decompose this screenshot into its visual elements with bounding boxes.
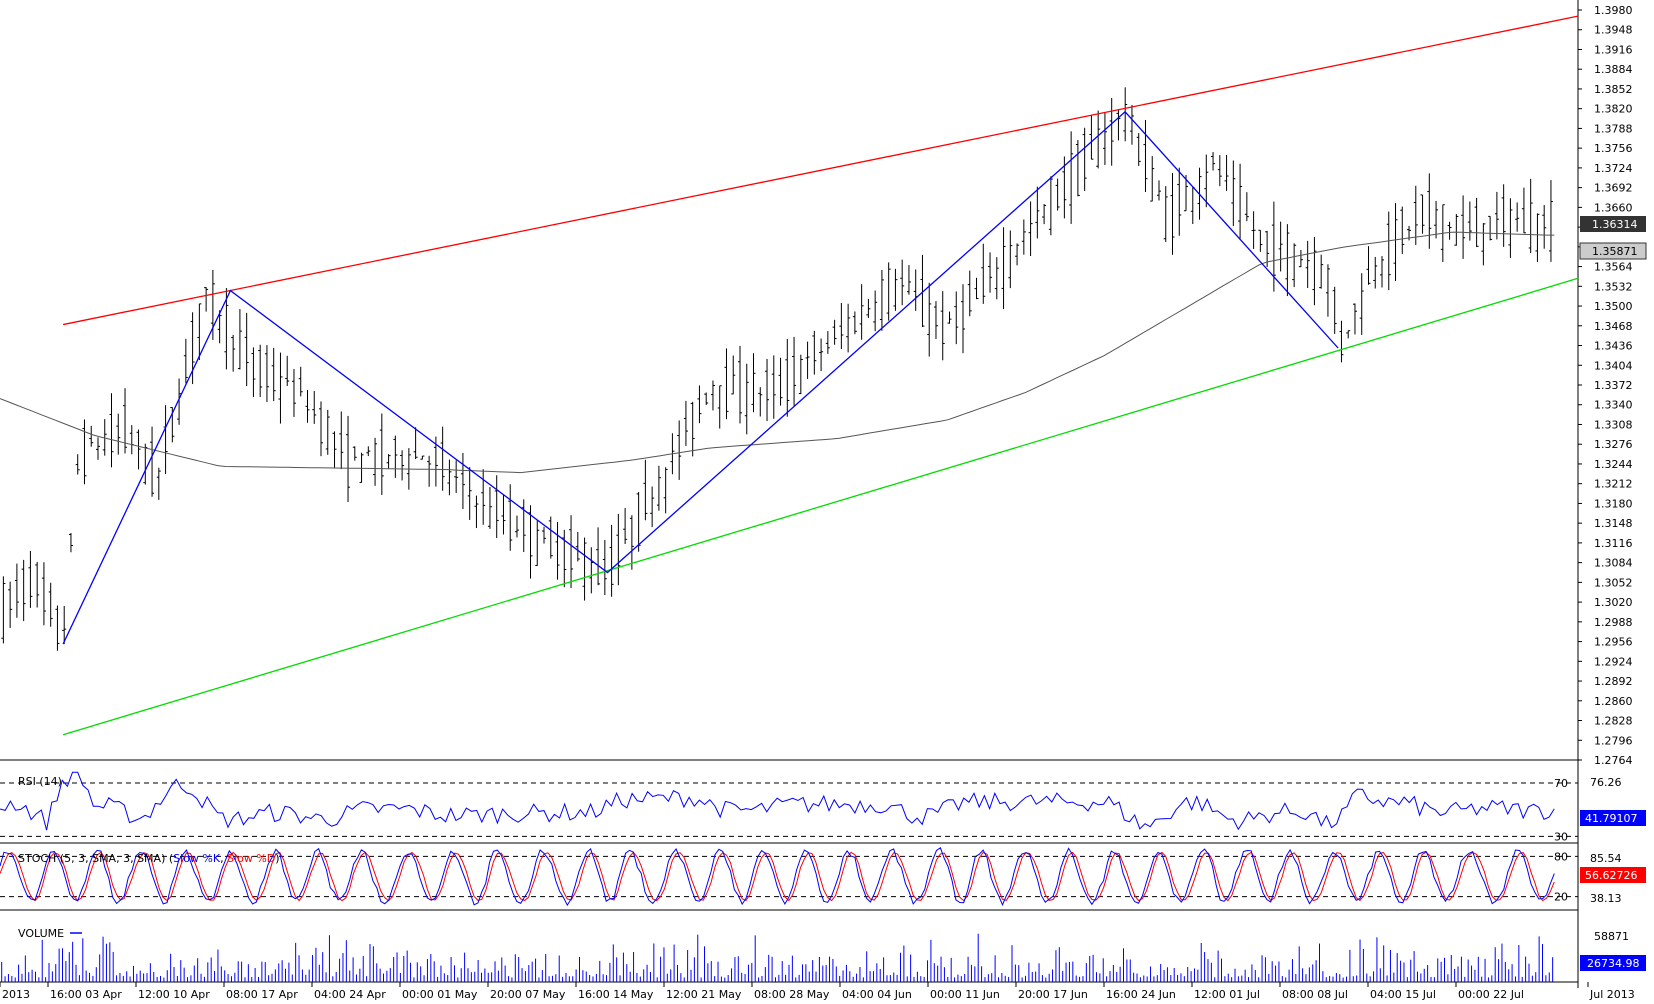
resistance-trendline: [62, 15, 1579, 326]
time-tick-label: 00:00 01 May: [402, 988, 478, 1001]
price-tick-label: 1.3884: [1594, 63, 1633, 76]
price-tick-label: 1.3436: [1594, 340, 1633, 353]
price-tick-label: 1.3500: [1594, 300, 1633, 313]
second-price-value: 1.35871: [1592, 245, 1638, 258]
volume-bars: [1, 933, 1554, 982]
price-tick-label: 1.2828: [1594, 715, 1633, 728]
price-tick-label: 1.3180: [1594, 497, 1633, 510]
time-axis: 2013 16:00 03 Apr 12:00 10 Apr 08:00 17 Apr…: [0, 982, 1635, 1001]
last-price-tag: 1.36314: [1580, 216, 1646, 232]
price-tick-label: 1.2892: [1594, 675, 1633, 688]
time-tick-label: 16:00 14 May: [578, 988, 654, 1001]
rsi-y-tick: 76.26: [1590, 776, 1622, 789]
price-tick-label: 1.2956: [1594, 636, 1633, 649]
chart-frame: [0, 0, 1579, 988]
second-price-tag: 1.35871: [1579, 242, 1647, 260]
price-tick-label: 1.3276: [1594, 438, 1633, 451]
price-tick-label: 1.2764: [1594, 754, 1633, 767]
price-tick-label: 1.3308: [1594, 418, 1633, 431]
last-price-value: 1.36314: [1592, 218, 1638, 231]
time-tick-label: 04:00 15 Jul: [1370, 988, 1436, 1001]
time-tick-label: 12:00 01 Jul: [1194, 988, 1260, 1001]
rsi-line: [0, 771, 1555, 831]
time-tick-label: 08:00 17 Apr: [226, 988, 298, 1001]
price-tick-label: 1.3532: [1594, 280, 1633, 293]
price-tick-label: 1.2796: [1594, 734, 1633, 747]
time-tick-label: 12:00 10 Apr: [138, 988, 210, 1001]
level-label: 30: [1554, 830, 1568, 843]
stoch-pane: 80 20 STOCH (5, 3, SMA, 3, SMA) (Slow %K,…: [0, 847, 1646, 907]
level-label: 20: [1554, 891, 1568, 904]
rsi-levels: 70 30: [0, 777, 1578, 843]
price-tick-label: 1.3052: [1594, 576, 1633, 589]
volume-pane: VOLUME 58871 26734.98: [1, 927, 1646, 982]
stoch-title: STOCH (5, 3, SMA, 3, SMA) (Slow %K, Slow…: [18, 852, 280, 865]
time-tick-label: Jul 2013: [1589, 988, 1635, 1001]
rsi-title: RSI (14): [18, 775, 62, 788]
price-tick-label: 1.3084: [1594, 557, 1633, 570]
time-tick-label: 04:00 24 Apr: [314, 988, 386, 1001]
moving-average-line: [0, 231, 1555, 474]
price-tick-label: 1.3980: [1594, 4, 1633, 17]
price-tick-label: 1.3852: [1594, 83, 1633, 96]
price-tick-label: 1.3372: [1594, 379, 1633, 392]
time-tick-label: 2013: [2, 988, 30, 1001]
price-tick-label: 1.3692: [1594, 182, 1633, 195]
price-tick-label: 1.3948: [1594, 24, 1633, 37]
time-tick-label: 04:00 04 Jun: [842, 988, 912, 1001]
price-tick-label: 1.3468: [1594, 320, 1633, 333]
price-candles: [1, 87, 1553, 651]
price-tick-label: 1.2988: [1594, 616, 1633, 629]
time-tick-label: 08:00 08 Jul: [1282, 988, 1348, 1001]
price-tick-label: 1.3788: [1594, 122, 1633, 135]
time-tick-label: 12:00 21 May: [666, 988, 742, 1001]
price-tick-label: 1.3116: [1594, 537, 1633, 550]
price-axis: 1.3980 1.3948 1.3916 1.3884 1.3852 1.3820 1.37…: [1578, 4, 1633, 767]
volume-last-value: 26734.98: [1587, 957, 1640, 970]
price-tick-label: 1.3916: [1594, 43, 1633, 56]
time-tick-label: 00:00 11 Jun: [930, 988, 1000, 1001]
price-tick-label: 1.3660: [1594, 201, 1633, 214]
stoch-k-line: [0, 847, 1555, 907]
price-pane: 1.3980 1.3948 1.3916 1.3884 1.3852 1.3820 1.37…: [0, 4, 1647, 767]
price-tick-label: 1.3564: [1594, 261, 1633, 274]
price-tick-label: 1.3724: [1594, 162, 1633, 175]
stoch-y-tick-high: 85.54: [1590, 852, 1622, 865]
volume-y-tick: 58871: [1594, 930, 1629, 943]
rsi-pane: 70 30 RSI (14) 76.26 41.79107: [0, 771, 1646, 843]
price-tick-label: 1.3820: [1594, 103, 1633, 116]
support-trendline: [62, 277, 1579, 736]
price-tick-label: 1.3244: [1594, 458, 1633, 471]
stoch-levels: 80 20: [0, 850, 1578, 904]
level-label: 70: [1554, 777, 1568, 790]
stoch-d-line: [0, 851, 1555, 902]
zigzag-line: [62, 110, 1339, 645]
price-tick-label: 1.3756: [1594, 142, 1633, 155]
stoch-last-value: 56.62726: [1585, 869, 1638, 882]
price-tick-label: 1.3404: [1594, 359, 1633, 372]
stoch-y-tick-low: 38.13: [1590, 892, 1622, 905]
time-tick-label: 00:00 22 Jul: [1458, 988, 1524, 1001]
price-tick-label: 1.2924: [1594, 655, 1633, 668]
price-tick-label: 1.3020: [1594, 596, 1633, 609]
price-tick-label: 1.3212: [1594, 478, 1633, 491]
time-tick-label: 08:00 28 May: [754, 988, 830, 1001]
time-tick-label: 16:00 03 Apr: [50, 988, 122, 1001]
price-tick-label: 1.3148: [1594, 517, 1633, 530]
price-tick-label: 1.3340: [1594, 399, 1633, 412]
rsi-last-value: 41.79107: [1585, 812, 1638, 825]
level-label: 80: [1554, 850, 1568, 863]
time-tick-label: 20:00 17 Jun: [1018, 988, 1088, 1001]
time-tick-label: 16:00 24 Jun: [1106, 988, 1176, 1001]
volume-title: VOLUME: [18, 927, 64, 940]
time-tick-label: 20:00 07 May: [490, 988, 566, 1001]
price-tick-label: 1.2860: [1594, 695, 1633, 708]
